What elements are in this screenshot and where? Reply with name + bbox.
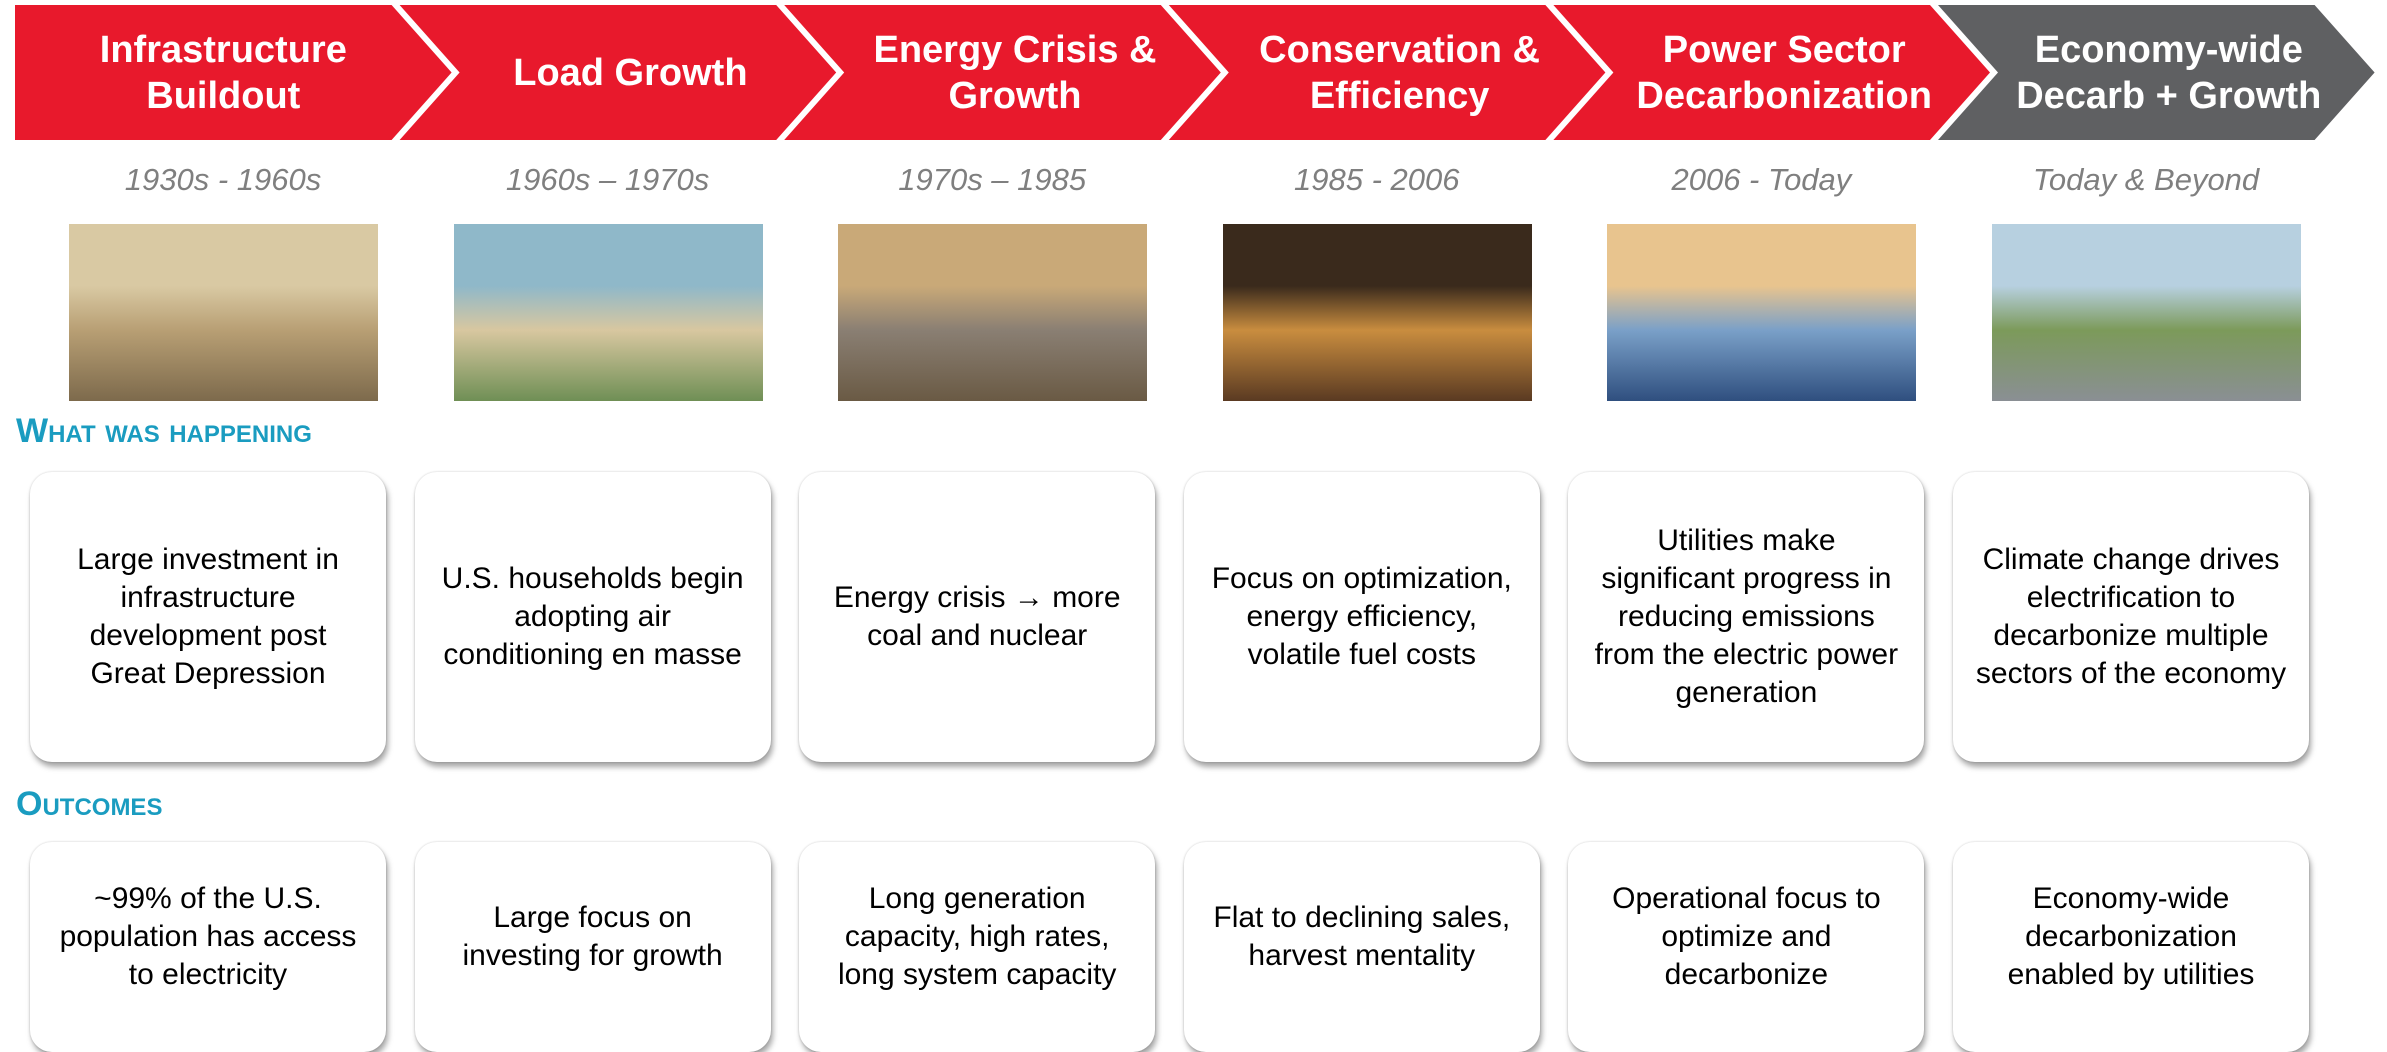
phase-photo [1607, 224, 1917, 401]
happening-card: Energy crisis → more coal and nuclear [799, 472, 1156, 762]
phase-photo [1222, 224, 1532, 401]
phase-title: Economy-wide Decarb + Growth [2016, 28, 2322, 117]
chevron [399, 5, 837, 140]
phase-photo [1992, 224, 2301, 401]
chevron-band [15, 5, 2375, 140]
happening-card: Large investment in infrastructure devel… [30, 472, 386, 762]
phase-title: Conservation & Efficiency [1259, 28, 1540, 117]
phase-period: 1970s – 1985 [898, 162, 1087, 197]
chevron [1938, 5, 2375, 140]
happening-card: Utilities make significant progress in r… [1568, 472, 1925, 762]
chevron [1553, 5, 1990, 140]
phase-photo [838, 224, 1148, 401]
outcome-card: ~99% of the U.S. population has access t… [30, 842, 386, 1052]
chevron [15, 5, 452, 140]
happening-card: U.S. households begin adopting air condi… [414, 472, 771, 762]
outcome-card: Long generation capacity, high rates, lo… [799, 842, 1156, 1052]
phase-title: Power Sector Decarbonization [1636, 28, 1932, 117]
phase-period: 1960s – 1970s [505, 162, 710, 197]
outcome-card: Economy-wide decarbonization enabled by … [1953, 842, 2309, 1052]
section-label: What was happening [16, 412, 312, 450]
phase-photo [453, 224, 763, 401]
phase-title: Energy Crisis & Growth [873, 28, 1157, 117]
phase-period: 1930s - 1960s [124, 162, 322, 197]
phase-title: Load Growth [513, 51, 748, 94]
outcome-card: Large focus on investing for growth [414, 842, 771, 1052]
phase-title: Infrastructure Buildout [99, 28, 347, 117]
phase-period: 1985 - 2006 [1294, 162, 1460, 197]
phase-period: Today & Beyond [2032, 162, 2260, 197]
section-label: Outcomes [16, 785, 163, 823]
phase-period: 2006 - Today [1671, 162, 1852, 197]
phase-photo [69, 224, 378, 401]
chevron [1168, 5, 1606, 140]
happening-card: Climate change drives electrification to… [1953, 472, 2309, 762]
happening-card: Focus on optimization, energy efficiency… [1183, 472, 1540, 762]
outcome-card: Flat to declining sales, harvest mentali… [1183, 842, 1540, 1052]
chevron [784, 5, 1221, 140]
outcome-card: Operational focus to optimize and decarb… [1568, 842, 1925, 1052]
